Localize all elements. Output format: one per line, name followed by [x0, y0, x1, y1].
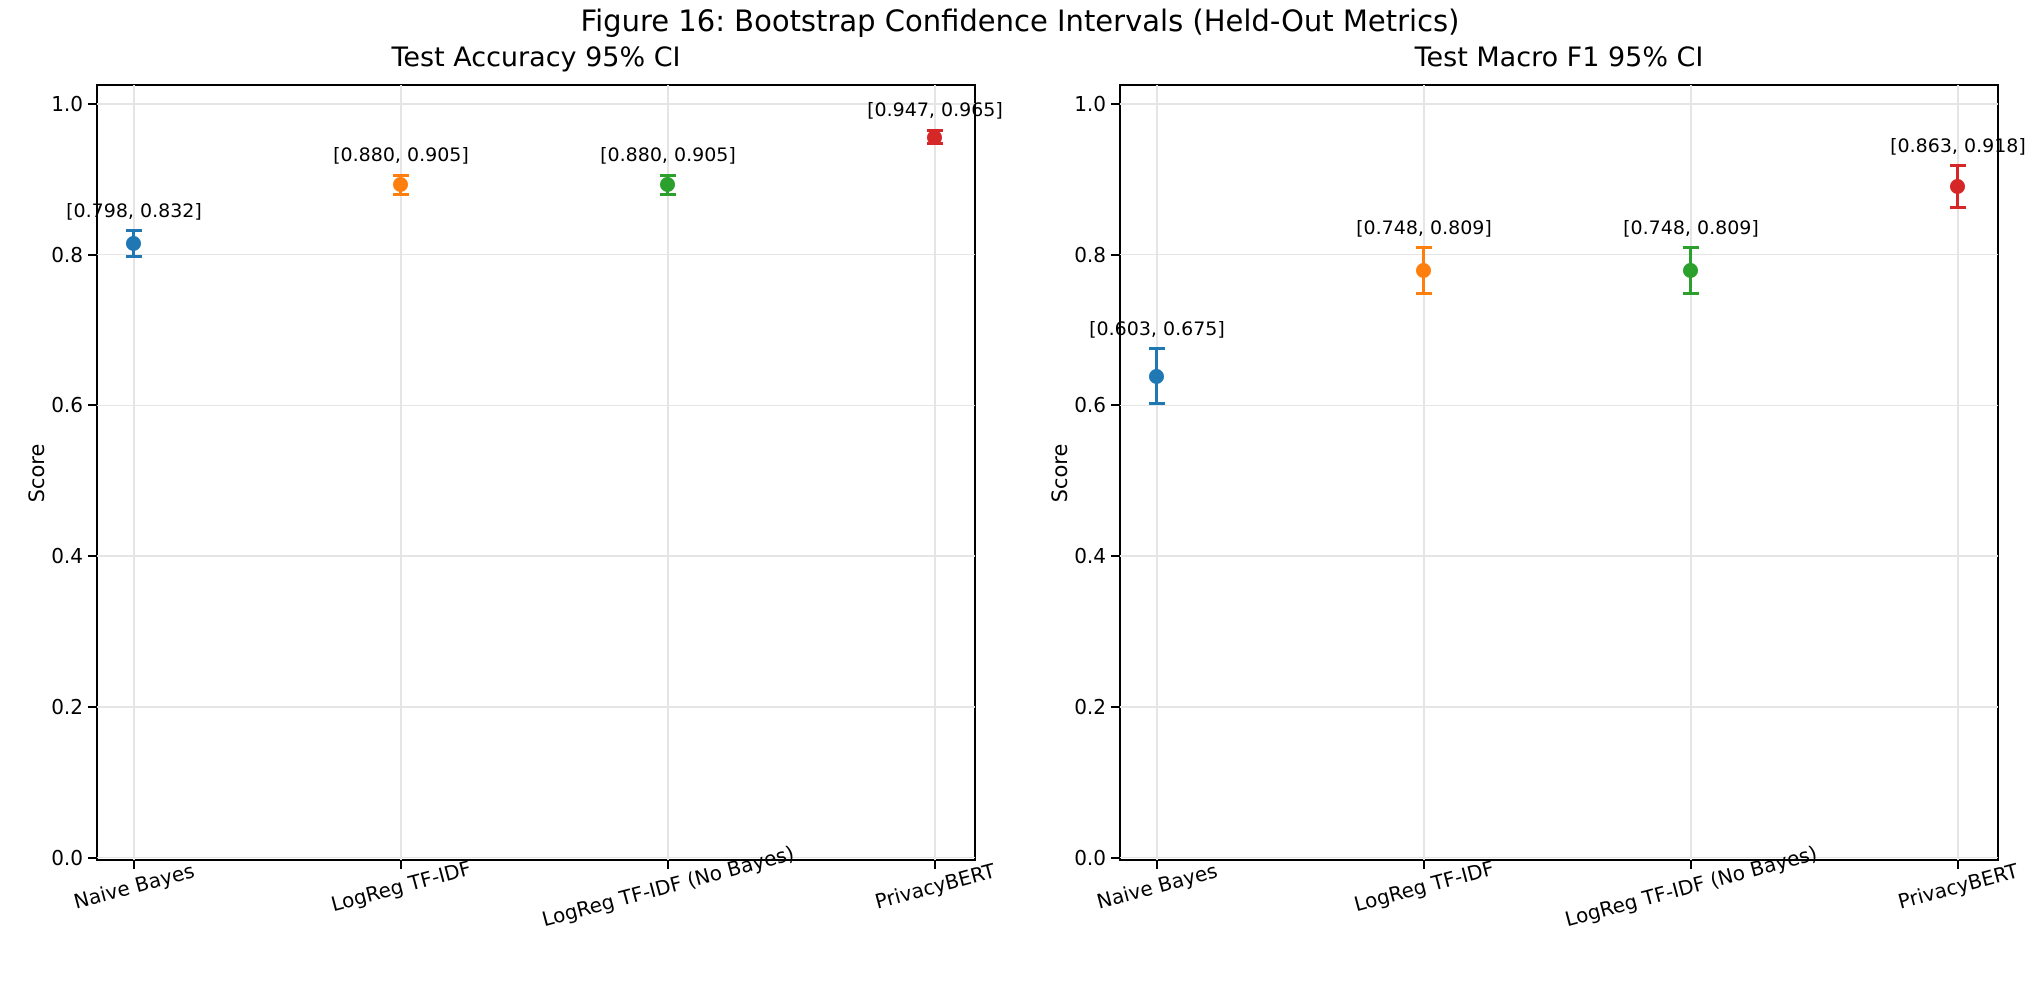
gridline-horizontal: [97, 103, 975, 105]
ci-annotation: [0.603, 0.675]: [1089, 317, 1225, 340]
y-tick-label: 0.0: [51, 845, 83, 870]
data-point-marker: [393, 177, 409, 193]
error-bar-cap-bottom: [1148, 401, 1165, 405]
data-point-marker: [1149, 368, 1165, 384]
y-tick-mark: [1111, 102, 1119, 105]
error-bar-cap-top: [1415, 246, 1432, 250]
x-tick-mark: [1422, 861, 1425, 869]
subplot-title-macro-f1: Test Macro F1 95% CI: [1414, 42, 1704, 73]
y-tick-label: 0.2: [1074, 694, 1106, 719]
gridline-vertical: [934, 85, 936, 860]
y-tick-label: 0.8: [51, 242, 83, 267]
gridline-horizontal: [97, 253, 975, 256]
y-tick-label: 1.0: [51, 91, 83, 116]
error-bar-cap-bottom: [1682, 292, 1699, 296]
gridline-horizontal: [1120, 404, 1998, 407]
gridline-vertical: [1957, 85, 1959, 860]
data-point-marker: [927, 129, 943, 145]
data-point-marker: [660, 177, 676, 193]
ci-annotation: [0.748, 0.809]: [1623, 216, 1759, 239]
y-tick-mark: [1111, 555, 1119, 558]
x-tick-mark: [933, 861, 936, 869]
y-tick-mark: [88, 253, 96, 256]
data-point-marker: [1683, 263, 1699, 279]
data-point-marker: [1950, 178, 1966, 194]
gridline-vertical: [667, 85, 669, 860]
error-bar-cap-bottom: [1949, 205, 1966, 209]
gridline-horizontal: [1120, 555, 1998, 557]
figure-title: Figure 16: Bootstrap Confidence Interval…: [580, 4, 1460, 38]
y-tick-label: 0.4: [51, 544, 83, 569]
gridline-horizontal: [1120, 706, 1998, 708]
x-tick-mark: [1956, 861, 1959, 869]
subplot-title-accuracy: Test Accuracy 95% CI: [391, 42, 681, 73]
gridline-horizontal: [1120, 856, 1998, 859]
error-bar-cap-bottom: [659, 192, 676, 196]
error-bar-cap-top: [1682, 246, 1699, 250]
y-tick-mark: [1111, 856, 1119, 859]
error-bar-cap-top: [125, 229, 142, 232]
gridline-horizontal: [1120, 103, 1998, 105]
gridline-horizontal: [97, 555, 975, 557]
gridline-horizontal: [97, 706, 975, 708]
y-tick-label: 0.4: [1074, 544, 1106, 569]
ci-annotation: [0.863, 0.918]: [1890, 134, 2026, 157]
x-tick-mark: [132, 861, 135, 869]
y-tick-label: 0.0: [1074, 845, 1106, 870]
x-tick-mark: [1689, 861, 1692, 869]
error-bar-cap-top: [659, 173, 676, 177]
y-tick-mark: [88, 404, 96, 407]
ci-annotation: [0.748, 0.809]: [1356, 216, 1492, 239]
y-tick-label: 1.0: [1074, 91, 1106, 116]
y-tick-mark: [1111, 253, 1119, 256]
ci-annotation: [0.880, 0.905]: [600, 144, 736, 167]
data-point-marker: [126, 235, 142, 251]
error-bar-cap-top: [392, 173, 409, 177]
y-tick-mark: [88, 555, 96, 558]
gridline-vertical: [400, 85, 402, 860]
gridline-vertical: [1423, 85, 1425, 860]
x-tick-mark: [666, 861, 669, 869]
gridline-vertical: [1156, 85, 1158, 860]
gridline-vertical: [133, 85, 135, 860]
error-bar-cap-top: [1949, 164, 1966, 168]
error-bar-cap-bottom: [1415, 292, 1432, 296]
y-axis-label: Score: [1048, 443, 1072, 502]
error-bar-cap-top: [1148, 347, 1165, 351]
error-bar-cap-bottom: [392, 192, 409, 196]
y-tick-mark: [1111, 705, 1119, 708]
gridline-vertical: [1690, 85, 1692, 860]
ci-annotation: [0.798, 0.832]: [66, 199, 202, 222]
axes-test-macro-f1: Test Macro F1 95% CI Score 0.0 0.2 0.4 0.6 0…: [1048, 42, 2026, 931]
y-tick-label: 0.6: [51, 393, 83, 418]
gridline-horizontal: [97, 856, 975, 859]
gridline-horizontal: [1120, 253, 1998, 256]
x-tick-mark: [399, 861, 402, 869]
axes-test-accuracy: Test Accuracy 95% CI Score 0.0 0.2 0.4 0.6 0…: [25, 42, 1003, 931]
y-tick-label: 0.2: [51, 694, 83, 719]
x-tick-mark: [1155, 861, 1158, 869]
y-tick-mark: [88, 102, 96, 105]
y-tick-mark: [88, 705, 96, 708]
y-tick-label: 0.8: [1074, 242, 1106, 267]
ci-annotation: [0.947, 0.965]: [867, 99, 1003, 122]
gridline-horizontal: [97, 404, 975, 407]
y-tick-mark: [88, 856, 96, 859]
error-bar-cap-bottom: [125, 254, 142, 258]
data-point-marker: [1416, 263, 1432, 279]
ci-annotation: [0.880, 0.905]: [333, 144, 469, 167]
y-axis-label: Score: [25, 443, 49, 502]
y-tick-label: 0.6: [1074, 393, 1106, 418]
y-tick-mark: [1111, 404, 1119, 407]
